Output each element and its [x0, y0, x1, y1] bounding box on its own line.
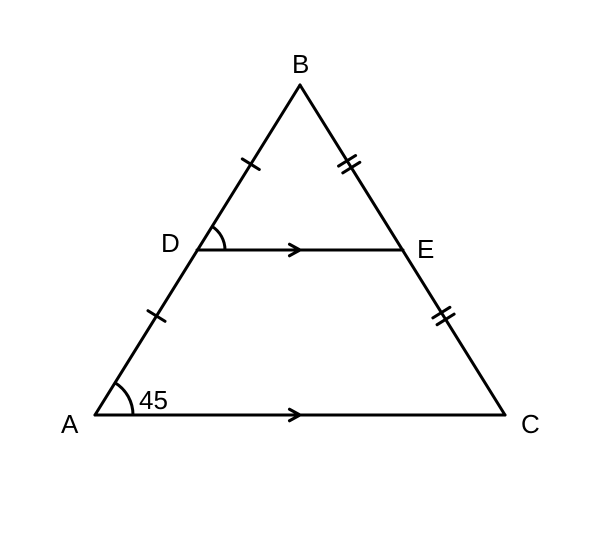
angle-label-A: 45	[139, 385, 168, 415]
tick-mark	[437, 314, 454, 325]
triangle-diagram: 45 A B C D E	[0, 0, 600, 533]
angle-arc-A	[115, 383, 133, 415]
point-label-C: C	[521, 409, 540, 439]
point-label-A: A	[61, 409, 79, 439]
tick-mark	[242, 159, 259, 170]
tick-mark	[339, 156, 356, 167]
tick-mark	[148, 311, 165, 322]
tick-mark	[343, 162, 360, 173]
point-label-B: B	[292, 49, 309, 79]
angle-arc-D	[212, 226, 225, 250]
tick-mark	[433, 307, 450, 318]
point-label-D: D	[161, 228, 180, 258]
point-label-E: E	[417, 234, 434, 264]
